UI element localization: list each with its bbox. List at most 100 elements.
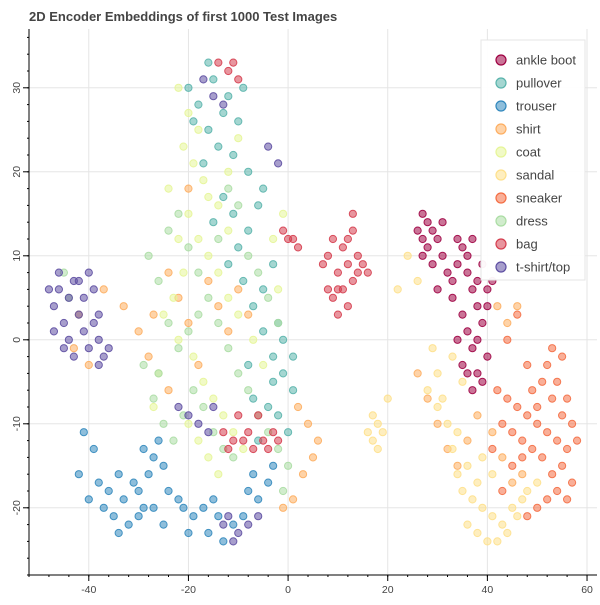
- data-point: [254, 268, 263, 277]
- legend-item[interactable]: dress: [495, 214, 548, 229]
- data-point: [328, 234, 338, 244]
- data-point: [89, 285, 98, 294]
- data-point: [179, 503, 188, 512]
- data-point: [274, 285, 283, 294]
- data-point: [463, 436, 472, 445]
- data-point: [199, 159, 208, 168]
- data-point: [418, 234, 427, 244]
- data-point: [104, 344, 113, 353]
- data-point: [463, 268, 472, 277]
- data-point: [473, 302, 482, 311]
- data-point: [199, 503, 208, 512]
- data-point: [438, 251, 447, 260]
- data-point: [423, 243, 432, 252]
- data-point: [159, 419, 168, 428]
- legend-item[interactable]: t-shirt/top: [495, 260, 570, 275]
- data-point: [553, 436, 562, 445]
- legend-item[interactable]: pullover: [495, 76, 562, 91]
- data-point: [254, 495, 263, 504]
- data-point: [199, 377, 208, 386]
- legend-swatch: [495, 238, 507, 250]
- legend-item[interactable]: coat: [495, 145, 541, 160]
- data-point: [448, 276, 457, 286]
- data-point: [274, 318, 283, 328]
- data-point: [234, 243, 243, 252]
- data-point: [134, 327, 143, 336]
- data-point: [572, 436, 582, 445]
- data-point: [413, 276, 422, 286]
- data-point: [234, 75, 243, 84]
- data-point: [229, 58, 238, 67]
- data-point: [154, 436, 163, 445]
- data-point: [448, 293, 457, 302]
- data-point: [164, 184, 173, 193]
- data-point: [269, 428, 278, 437]
- data-point: [204, 125, 213, 134]
- data-point: [563, 495, 572, 504]
- data-point: [458, 377, 467, 386]
- legend-item[interactable]: shirt: [495, 122, 541, 137]
- data-point: [279, 209, 288, 218]
- data-point: [234, 528, 243, 538]
- data-point: [328, 293, 338, 302]
- data-point: [194, 436, 203, 445]
- data-point: [288, 495, 298, 504]
- data-point: [174, 209, 183, 218]
- axes: -40 -20 0 20 40 60 -20 -10 0 10 20 30: [11, 29, 597, 596]
- data-point: [343, 234, 352, 244]
- y-tick-label: 20: [11, 166, 23, 178]
- data-point: [174, 335, 183, 344]
- data-point: [378, 428, 387, 437]
- data-point: [239, 276, 248, 286]
- data-point: [558, 352, 567, 361]
- data-point: [164, 486, 173, 496]
- data-point: [453, 234, 462, 244]
- data-point: [129, 478, 138, 487]
- data-point: [333, 285, 343, 294]
- data-point: [189, 117, 198, 126]
- data-point: [224, 327, 233, 336]
- legend-item[interactable]: bag: [495, 237, 538, 252]
- data-point: [453, 470, 462, 479]
- data-point: [89, 318, 98, 328]
- data-point: [293, 243, 303, 252]
- data-point: [558, 411, 567, 420]
- legend-label: ankle boot: [516, 53, 576, 68]
- data-point: [463, 520, 472, 529]
- data-point: [279, 486, 288, 496]
- data-point: [513, 302, 522, 311]
- data-point: [164, 318, 173, 328]
- series-bag: [214, 58, 372, 454]
- legend-item[interactable]: sandal: [495, 168, 554, 183]
- data-point: [503, 394, 512, 403]
- data-point: [403, 251, 412, 260]
- data-point: [279, 226, 288, 235]
- data-point: [323, 285, 333, 294]
- data-point: [567, 419, 577, 428]
- data-point: [283, 428, 293, 437]
- legend-item[interactable]: ankle boot: [495, 53, 576, 68]
- data-point: [144, 352, 153, 361]
- data-point: [114, 528, 123, 538]
- data-point: [274, 444, 283, 454]
- data-point: [548, 344, 557, 353]
- data-point: [104, 486, 113, 496]
- data-point: [448, 444, 457, 454]
- legend-item[interactable]: trouser: [495, 99, 557, 114]
- data-point: [428, 260, 437, 269]
- legend-swatch: [495, 146, 507, 158]
- data-point: [468, 386, 477, 395]
- data-point: [79, 327, 88, 336]
- legend-item[interactable]: sneaker: [495, 191, 563, 206]
- data-point: [214, 302, 223, 311]
- data-point: [269, 234, 278, 244]
- data-point: [69, 352, 78, 361]
- chart-title: 2D Encoder Embeddings of first 1000 Test…: [29, 9, 337, 24]
- data-point: [239, 436, 248, 445]
- data-point: [229, 150, 238, 160]
- data-points: [44, 58, 582, 546]
- data-point: [498, 486, 507, 496]
- data-point: [518, 495, 527, 504]
- data-point: [199, 75, 208, 84]
- data-point: [239, 83, 248, 92]
